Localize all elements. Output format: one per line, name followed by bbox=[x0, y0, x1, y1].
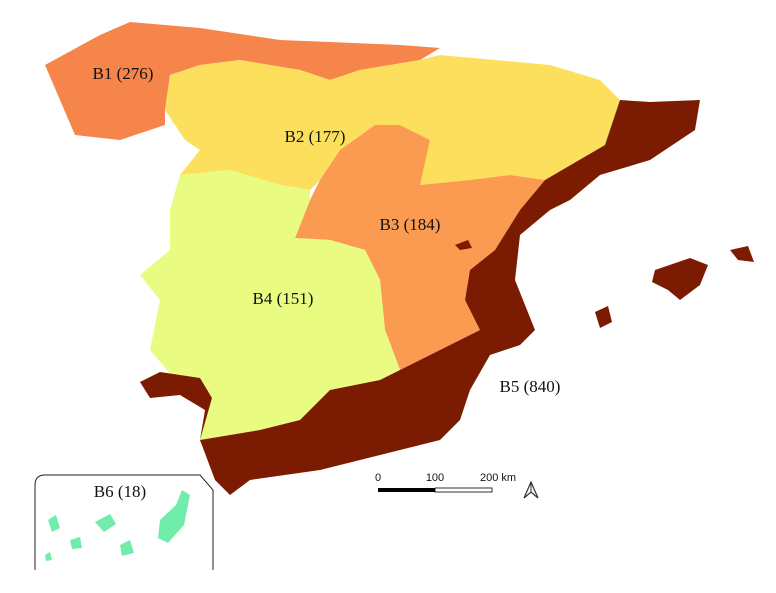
region-shape bbox=[140, 372, 212, 440]
region-shape bbox=[455, 240, 472, 250]
region-shape bbox=[48, 515, 60, 532]
region-shape bbox=[70, 537, 82, 549]
region-shape bbox=[652, 258, 708, 300]
region-label: B5 (840) bbox=[500, 377, 561, 396]
regions bbox=[45, 22, 754, 561]
scale-black bbox=[378, 488, 435, 492]
region-label: B3 (184) bbox=[380, 215, 441, 234]
region-shape bbox=[730, 246, 754, 262]
region-shape bbox=[120, 540, 134, 556]
region-label: B2 (177) bbox=[285, 127, 346, 146]
scale-label: 0 bbox=[375, 472, 381, 484]
region-shape bbox=[595, 306, 612, 328]
region-shape bbox=[95, 514, 116, 532]
inset-frame bbox=[34, 474, 214, 570]
region-label: B6 (18) bbox=[94, 482, 146, 501]
region-shape bbox=[165, 55, 620, 190]
scale-bar bbox=[378, 487, 493, 493]
scale-label: 200 km bbox=[480, 472, 516, 484]
region-shape bbox=[45, 22, 440, 140]
scale-white bbox=[434, 487, 493, 493]
region-shape bbox=[158, 490, 190, 543]
region-label: B4 (151) bbox=[253, 289, 314, 308]
region-shape bbox=[45, 552, 52, 561]
region-shape bbox=[140, 170, 400, 440]
region-label: B1 (276) bbox=[93, 64, 154, 83]
region-shape bbox=[200, 100, 700, 495]
scale-label: 100 bbox=[426, 472, 444, 484]
region-shape bbox=[295, 125, 545, 370]
